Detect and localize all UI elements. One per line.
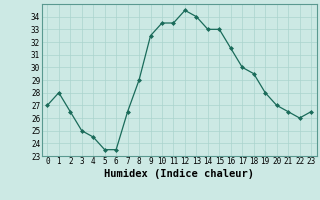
X-axis label: Humidex (Indice chaleur): Humidex (Indice chaleur)	[104, 169, 254, 179]
